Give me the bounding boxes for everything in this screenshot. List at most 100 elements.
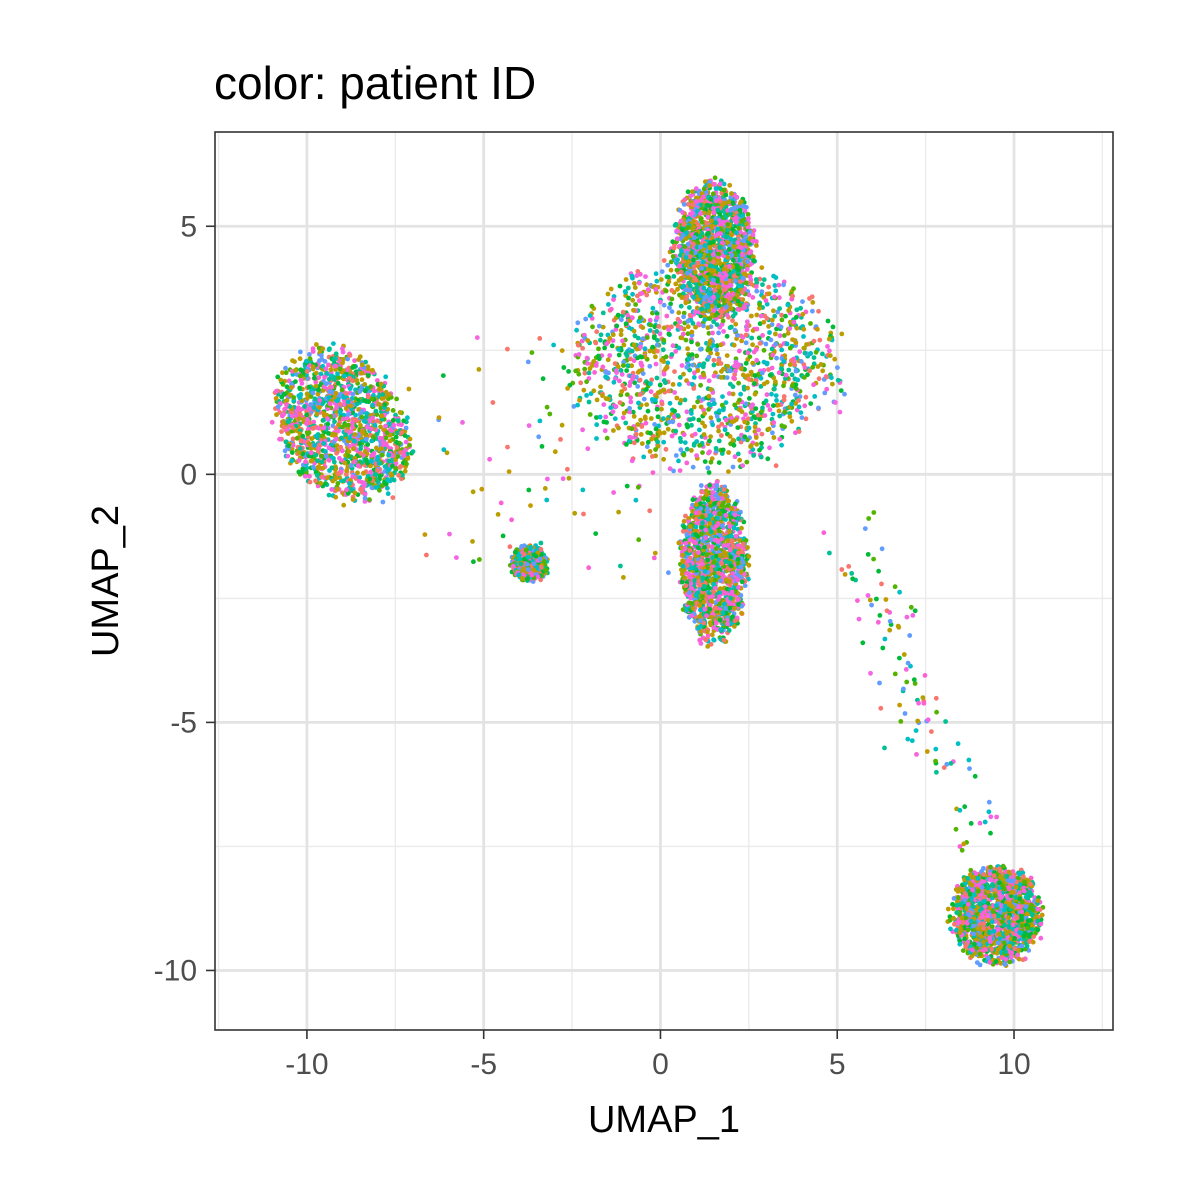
scatter-point	[290, 425, 296, 431]
scatter-point	[776, 408, 782, 414]
scatter-point	[690, 226, 695, 232]
scatter-point	[713, 446, 719, 451]
scatter-point	[669, 352, 675, 357]
scatter-point	[683, 236, 689, 242]
scatter-point	[632, 285, 638, 290]
scatter-point	[815, 326, 820, 332]
scatter-point	[693, 277, 699, 283]
scatter-point	[779, 317, 785, 323]
scatter-point	[335, 380, 341, 386]
scatter-point	[731, 244, 737, 250]
scatter-point	[648, 416, 654, 421]
scatter-point	[403, 425, 409, 431]
scatter-point	[737, 302, 743, 308]
scatter-point	[691, 404, 697, 410]
scatter-point	[740, 275, 746, 281]
scatter-point	[709, 304, 715, 309]
scatter-point	[816, 308, 821, 314]
scatter-point	[520, 576, 525, 581]
scatter-point	[315, 464, 321, 470]
scatter-point	[777, 333, 783, 339]
scatter-point	[696, 417, 702, 423]
scatter-point	[657, 299, 663, 305]
scatter-point	[368, 384, 374, 389]
scatter-point	[653, 354, 658, 360]
scatter-point	[736, 267, 742, 273]
scatter-point	[732, 454, 738, 460]
scatter-point	[378, 424, 383, 430]
scatter-point	[309, 436, 315, 442]
scatter-point	[394, 430, 400, 436]
scatter-point	[777, 436, 783, 442]
scatter-point	[698, 252, 703, 258]
scatter-point	[523, 547, 529, 553]
scatter-point	[273, 396, 279, 401]
scatter-point	[367, 418, 373, 424]
scatter-point	[744, 267, 750, 272]
scatter-point	[373, 408, 379, 414]
scatter-point	[379, 396, 385, 401]
scatter-point	[598, 384, 603, 390]
scatter-point	[653, 447, 658, 452]
scatter-point	[661, 416, 666, 422]
scatter-point	[399, 422, 404, 428]
scatter-point	[638, 360, 644, 366]
scatter-point	[677, 382, 682, 387]
scatter-point	[348, 463, 354, 468]
scatter-point	[679, 248, 684, 254]
scatter-point	[308, 446, 314, 451]
scatter-point	[721, 266, 727, 272]
scatter-point	[640, 336, 646, 342]
scatter-point	[793, 368, 799, 374]
scatter-point	[698, 211, 703, 217]
scatter-point	[813, 349, 819, 355]
scatter-point	[333, 390, 339, 396]
scatter-point	[359, 377, 365, 383]
scatter-point	[748, 404, 754, 409]
scatter-point	[352, 438, 357, 444]
scatter-point	[362, 382, 368, 387]
scatter-point	[330, 478, 336, 484]
scatter-point	[714, 347, 719, 353]
scatter-point	[773, 463, 779, 469]
scatter-point	[772, 294, 777, 300]
scatter-point	[665, 262, 671, 268]
scatter-point	[767, 407, 773, 413]
scatter-point	[321, 425, 327, 431]
scatter-point	[681, 432, 687, 438]
scatter-point	[312, 375, 317, 381]
scatter-point	[376, 401, 382, 407]
scatter-point	[357, 440, 363, 446]
scatter-point	[752, 373, 758, 378]
scatter-point	[724, 304, 729, 310]
scatter-point	[776, 402, 781, 408]
scatter-point	[326, 492, 332, 498]
scatter-point	[749, 313, 754, 319]
scatter-point	[700, 450, 705, 455]
scatter-point	[691, 294, 696, 300]
scatter-point	[700, 277, 706, 283]
scatter-point	[381, 442, 386, 448]
scatter-point	[617, 283, 623, 289]
scatter-point	[298, 412, 303, 417]
scatter-point	[681, 314, 686, 320]
scatter-point	[755, 412, 761, 418]
scatter-point	[541, 559, 547, 565]
scatter-point	[387, 438, 393, 444]
scatter-point	[817, 337, 823, 343]
scatter-point	[761, 347, 767, 353]
scatter-point	[747, 250, 752, 256]
scatter-point	[720, 240, 725, 246]
scatter-point	[624, 442, 629, 447]
scatter-point	[525, 576, 530, 581]
scatter-point	[383, 374, 389, 380]
scatter-point	[313, 370, 319, 376]
scatter-point	[631, 414, 637, 419]
scatter-point	[598, 332, 604, 338]
scatter-point	[706, 290, 711, 296]
scatter-point	[766, 291, 772, 297]
scatter-point	[286, 378, 292, 384]
scatter-point	[827, 348, 832, 354]
scatter-point	[339, 435, 344, 441]
scatter-point	[732, 296, 738, 302]
